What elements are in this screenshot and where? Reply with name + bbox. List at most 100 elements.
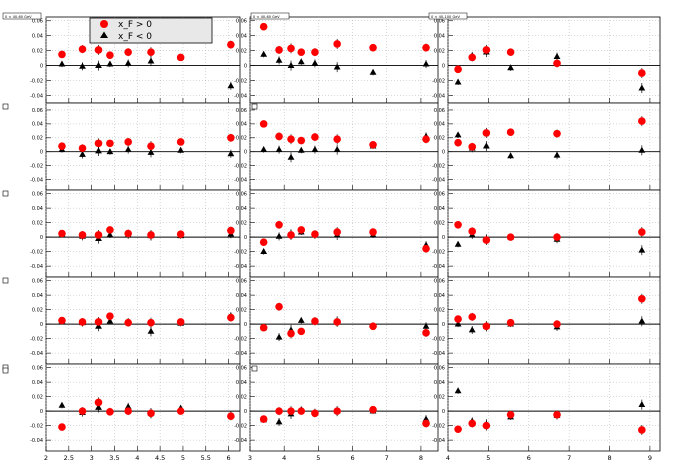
xf-pos-point <box>124 229 132 238</box>
xf-pos-point <box>287 231 295 239</box>
y-tick-label: 0 <box>40 63 43 69</box>
xf-pos-point <box>275 221 283 229</box>
y-tick-label: 0.04 <box>434 380 445 386</box>
y-tick-label: 0.02 <box>434 136 445 142</box>
xf-pos-point <box>147 142 155 150</box>
panel-frame <box>249 189 439 278</box>
xf-neg-point <box>177 146 185 153</box>
y-tick-label: 0 <box>442 150 445 156</box>
xf-pos-point <box>369 140 377 149</box>
xf-pos-point <box>147 231 155 239</box>
y-tick-label: 0.06 <box>236 19 247 25</box>
xf-pos-point <box>78 144 87 153</box>
xf-pos-point <box>553 410 561 419</box>
y-tick-label: 0.02 <box>236 307 247 313</box>
x-tick-label: 3 <box>248 454 252 462</box>
panel-c2-r4: -0.04 -0.02 0 0.02 0.04 0.06 <box>234 276 439 365</box>
pad-title-box <box>428 12 468 20</box>
xf-pos-point <box>78 45 87 53</box>
xf-pos-point <box>422 419 430 428</box>
legend: x_F > 0 x_F < 0 <box>89 17 213 44</box>
xf-pos-point <box>454 138 462 147</box>
y-tick-label: -0.02 <box>30 423 43 429</box>
panel-c3-r4: -0.04 -0.02 0 0.02 0.04 0.06 <box>432 276 661 365</box>
y-tick-label: 0.04 <box>32 380 43 386</box>
xf-neg-point <box>333 63 341 70</box>
xf-pos-point <box>454 65 462 74</box>
xf-pos-point <box>297 48 306 56</box>
xf-pos-point <box>124 318 132 327</box>
y-tick-label: 0 <box>40 409 43 415</box>
xf-pos-point <box>468 419 477 428</box>
xf-pos-point <box>638 69 646 77</box>
xf-pos-point <box>275 46 283 54</box>
y-tick-label: -0.04 <box>234 177 247 183</box>
xf-pos-point <box>106 226 114 234</box>
xf-neg-point <box>95 147 102 154</box>
xf-pos-point <box>506 233 515 241</box>
xf-neg-point <box>58 401 66 408</box>
y-tick-label: 0.04 <box>236 33 247 39</box>
xf-pos-point <box>369 228 377 236</box>
xf-neg-point <box>147 148 155 155</box>
xf-pos-point <box>287 329 295 338</box>
xf-pos-point <box>94 231 103 239</box>
xf-neg-point <box>260 50 268 57</box>
xf-neg-point <box>287 62 295 69</box>
xf-neg-point <box>507 64 514 71</box>
y-tick-label: -0.04 <box>234 438 247 444</box>
xf-pos-point <box>311 133 319 141</box>
y-tick-label: 0.06 <box>236 191 247 197</box>
xf-pos-point <box>454 315 462 323</box>
x-tick-label: 8 <box>607 454 611 462</box>
xf-pos-point <box>94 46 103 54</box>
xf-pos-point <box>422 244 430 253</box>
y-tick-label: 0.02 <box>434 48 445 54</box>
y-tick-label: 0.06 <box>32 108 43 114</box>
panel-c3-r1: -0.04 -0.02 0 0.02 0.04 0.06 <box>432 16 661 104</box>
y-tick-label: 0 <box>442 63 445 69</box>
y-tick-label: 0.04 <box>32 293 43 299</box>
y-tick-label: 0.06 <box>434 278 445 284</box>
xf-pos-point <box>78 407 87 415</box>
y-tick-label: 0 <box>244 150 247 156</box>
xf-neg-point <box>297 146 305 153</box>
xf-neg-point <box>106 148 114 155</box>
y-tick-label: -0.02 <box>30 249 43 255</box>
row-marker-square <box>2 103 9 110</box>
panel-frame <box>249 102 439 191</box>
y-tick-label: -0.02 <box>30 336 43 342</box>
xf-neg-point <box>106 60 114 67</box>
xf-pos-point <box>482 322 491 331</box>
y-tick-label: -0.04 <box>30 177 43 183</box>
pad-title-box <box>2 12 42 20</box>
xf-neg-point <box>422 60 430 67</box>
y-tick-label: -0.04 <box>30 351 43 357</box>
xf-pos-point <box>227 412 235 421</box>
xf-pos-point <box>311 48 319 56</box>
xf-pos-point <box>553 59 561 68</box>
pad-title-col1: 0 < 40-60 GeV <box>5 15 32 19</box>
y-tick-label: 0.02 <box>32 48 43 54</box>
y-tick-label: 0.04 <box>32 122 43 128</box>
xf-pos-point <box>333 407 341 415</box>
xf-pos-point <box>369 43 377 52</box>
panel-c3-r5: -0.04 -0.02 0 0.02 0.04 0.06 4 5 6 7 8 9 <box>432 363 661 462</box>
xf-pos-point <box>58 142 66 150</box>
panel-frame <box>249 363 439 452</box>
y-tick-label: 0 <box>442 409 445 415</box>
panel-c2-r5: -0.04 -0.02 0 0.02 0.04 0.06 3 4 5 6 7 8 <box>234 363 439 462</box>
xf-pos-point <box>58 50 66 59</box>
xf-pos-point <box>58 229 66 238</box>
panel-frame <box>45 276 241 365</box>
xf-pos-point <box>297 407 306 415</box>
xf-pos-point <box>553 129 561 138</box>
y-tick-label: 0 <box>40 235 43 241</box>
xf-pos-point <box>176 407 185 415</box>
xf-pos-point <box>297 136 306 145</box>
y-tick-label: 0.06 <box>32 365 43 371</box>
row-marker-square <box>251 103 258 110</box>
xf-neg-point <box>275 232 283 239</box>
y-tick-label: 0.04 <box>236 122 247 128</box>
y-tick-label: -0.04 <box>432 177 445 183</box>
